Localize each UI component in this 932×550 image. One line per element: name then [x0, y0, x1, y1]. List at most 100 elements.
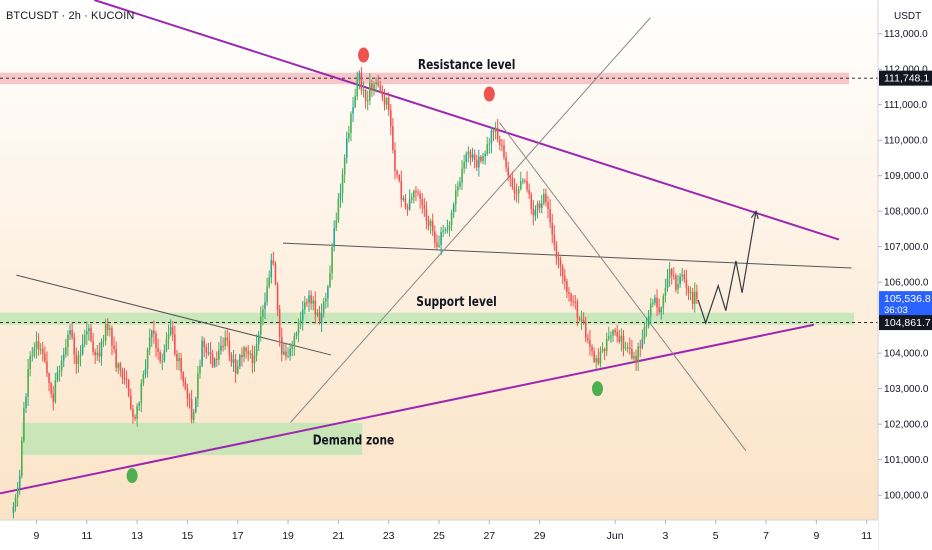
- price-axis-panel[interactable]: [878, 0, 932, 550]
- candle-body: [264, 302, 266, 310]
- current-price-badge-bg: [879, 291, 932, 318]
- candle-body: [31, 355, 34, 357]
- time-tick-label: 15: [182, 530, 194, 542]
- candle-body: [658, 307, 660, 313]
- candle-body: [473, 154, 476, 160]
- candle-body: [452, 204, 455, 213]
- time-axis-panel[interactable]: [0, 520, 878, 550]
- candle-body: [308, 295, 310, 303]
- candle-body: [543, 193, 545, 204]
- candle-body: [268, 277, 270, 287]
- candle-body: [389, 109, 392, 127]
- resistance-price-badge-text: 111,748.1: [884, 73, 929, 85]
- candle-body: [448, 225, 451, 230]
- candle-body: [532, 209, 535, 216]
- candle-body: [643, 327, 646, 339]
- candle-body: [188, 398, 191, 400]
- candle-body: [134, 416, 136, 419]
- candle-body: [536, 203, 539, 210]
- candle-body: [628, 347, 631, 350]
- candle-body: [417, 192, 419, 194]
- candle-body: [278, 309, 281, 338]
- candle-body: [498, 139, 501, 146]
- candle-body: [327, 286, 329, 299]
- candle-body: [492, 130, 495, 132]
- candle-body: [459, 182, 461, 187]
- rising-diagonal: [290, 17, 651, 423]
- price-tick-label: 110,000.0: [884, 136, 928, 147]
- price-tick-label: 109,000.0: [884, 171, 929, 182]
- candle-body: [582, 319, 585, 323]
- currency-label[interactable]: USDT: [894, 11, 922, 22]
- candle-body: [320, 313, 323, 322]
- candle-body: [115, 349, 117, 368]
- symbol-title[interactable]: BTCUSDT · 2h · KUCOIN: [6, 10, 135, 22]
- candle-body: [335, 220, 338, 229]
- candle-body: [192, 411, 195, 420]
- candle-body: [159, 352, 161, 362]
- candle-body: [469, 151, 472, 159]
- candle-body: [314, 300, 317, 315]
- candle-body: [369, 83, 371, 101]
- candle-body: [203, 340, 205, 348]
- candle-body: [123, 377, 126, 380]
- candle-body: [693, 291, 696, 304]
- candle-body: [410, 197, 413, 200]
- candle-body: [444, 229, 447, 231]
- candle-body: [60, 360, 63, 371]
- candle-body: [287, 355, 289, 357]
- candle-body: [29, 356, 31, 370]
- candle-body: [171, 327, 174, 335]
- candle-body: [647, 316, 650, 326]
- candle-body: [450, 212, 453, 226]
- candle-body: [102, 340, 105, 342]
- annotation-label-1: Support level: [416, 294, 497, 309]
- candle-body: [174, 334, 176, 355]
- candle-body: [197, 373, 199, 399]
- candle-body: [557, 257, 560, 261]
- candle-body: [614, 330, 616, 333]
- candle-body: [616, 332, 618, 337]
- candle-body: [113, 345, 115, 350]
- candle-body: [524, 180, 526, 182]
- candle-body: [46, 361, 48, 374]
- candle-body: [150, 330, 153, 338]
- candle-body: [77, 356, 80, 365]
- candle-body: [656, 297, 658, 308]
- resistance-zone: [0, 72, 850, 85]
- candle-body: [236, 366, 239, 374]
- candle-body: [205, 347, 208, 353]
- candle-body: [276, 284, 279, 310]
- lower-triangle-line: [0, 323, 815, 495]
- candle-body: [111, 328, 113, 346]
- candle-body: [478, 156, 480, 168]
- candle-body: [549, 208, 551, 223]
- support-price-badge-text: 104,861.7: [884, 317, 931, 329]
- candle-body: [41, 349, 44, 354]
- time-tick-label: 19: [282, 530, 294, 542]
- candle-body: [165, 339, 168, 351]
- candle-body: [329, 272, 331, 287]
- candle-body: [683, 274, 686, 280]
- price-tick-label: 100,000.0: [884, 491, 929, 502]
- candle-body: [373, 83, 375, 91]
- candle-body: [247, 350, 250, 354]
- candle-body: [79, 354, 82, 357]
- candle-body: [408, 199, 411, 210]
- candle-body: [517, 189, 520, 194]
- projection-layer: [697, 209, 759, 325]
- candle-body: [109, 328, 111, 330]
- candle-body: [436, 242, 438, 247]
- candle-body: [608, 336, 610, 339]
- candle-body: [12, 506, 15, 513]
- candle-body: [377, 82, 380, 86]
- candle-body: [146, 349, 149, 369]
- candle-body: [301, 309, 304, 321]
- candle-body: [553, 234, 556, 246]
- candle-body: [106, 324, 109, 330]
- price-axis: 100,000.0 101,000.0 102,000.0 103,000.0 104,…: [878, 29, 932, 502]
- price-tick-label: 108,000.0: [884, 207, 929, 218]
- candle-body: [356, 79, 359, 97]
- candle-body: [304, 302, 306, 310]
